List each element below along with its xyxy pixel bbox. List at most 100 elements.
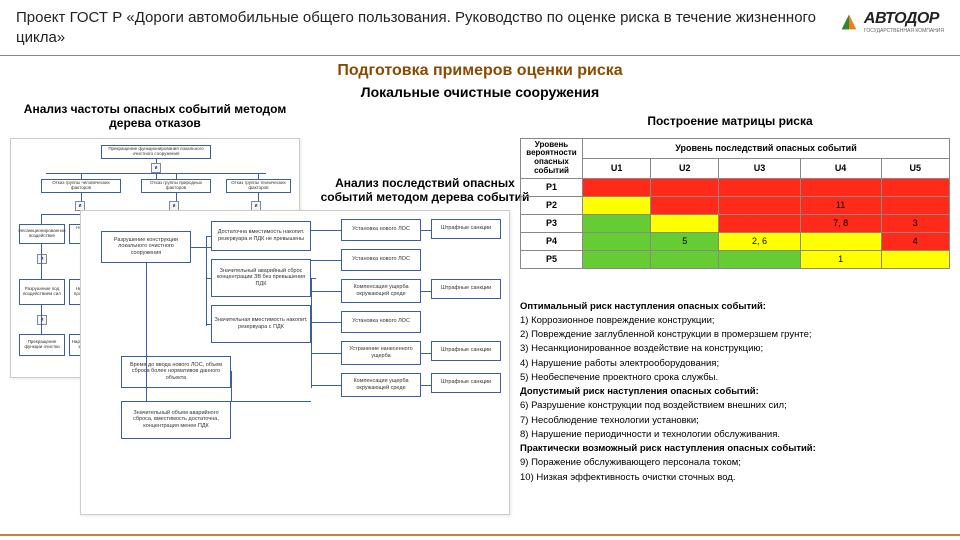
- et-node: Установка нового ЛОС: [341, 249, 421, 271]
- matrix-cell: [583, 250, 651, 268]
- et-node: Значительная вместимость накопит. резерв…: [211, 305, 311, 343]
- et-node: Значительный объем аварийного сброса, вм…: [121, 401, 231, 439]
- et-connector: [421, 353, 431, 354]
- risk-item: 6) Разрушение конструкции под воздействи…: [520, 399, 952, 413]
- ft-node: Отказ группы технических факторов: [226, 179, 291, 193]
- matrix-cell: [583, 232, 651, 250]
- ft-gate: и: [37, 315, 47, 325]
- ft-gate: и: [151, 163, 161, 173]
- et-node: Устранение нанесенного ущерба: [341, 341, 421, 365]
- et-node: Значительный аварийный сброс концентраци…: [211, 259, 311, 297]
- matrix-cell: [800, 178, 881, 196]
- et-connector: [311, 278, 312, 388]
- event-tree-title: Анализ последствий опасных событий метод…: [310, 176, 540, 205]
- risk-item: 7) Несоблюдение технологии установки;: [520, 414, 952, 428]
- et-node: Штрафные санкции: [431, 279, 501, 299]
- subsection-title: Локальные очистные сооружения: [0, 84, 960, 100]
- et-connector: [206, 236, 211, 237]
- et-connector: [231, 371, 232, 401]
- matrix-row-header: P5: [521, 250, 583, 268]
- et-connector: [421, 230, 431, 231]
- et-node: Штрафные санкции: [431, 219, 501, 239]
- risk-item: 5) Необеспечение проектного срока службы…: [520, 371, 952, 385]
- ft-connector: [176, 173, 177, 179]
- risk-heading-3: Практически возможный риск наступления о…: [520, 442, 952, 456]
- et-node: Компенсация ущерба окружающей среде: [341, 279, 421, 303]
- matrix-row-header: P1: [521, 178, 583, 196]
- ft-connector: [81, 193, 82, 201]
- ft-connector: [41, 214, 42, 224]
- fault-tree-title: Анализ частоты опасных событий методом д…: [20, 102, 290, 131]
- ft-connector: [46, 173, 266, 174]
- matrix-row-header: P4: [521, 232, 583, 250]
- matrix-cell: [583, 214, 651, 232]
- matrix-cell: [881, 196, 949, 214]
- matrix-cell: 5: [651, 232, 719, 250]
- et-connector: [206, 236, 207, 326]
- matrix-cell: [651, 178, 719, 196]
- logo-subtext: ГОСУДАРСТВЕННАЯ КОМПАНИЯ: [864, 28, 944, 34]
- et-node: Установка нового ЛОС: [341, 311, 421, 333]
- matrix-cell: [583, 196, 651, 214]
- et-connector: [311, 260, 341, 261]
- ft-node: Разрушение под воздействием сил: [19, 279, 65, 305]
- logo: АВТОДОР ГОСУДАРСТВЕННАЯ КОМПАНИЯ: [838, 8, 944, 34]
- risk-item: 2) Повреждение заглубленной конструкции …: [520, 328, 952, 342]
- matrix-cell: 2, 6: [719, 232, 800, 250]
- et-node: Штрафные санкции: [431, 373, 501, 393]
- et-connector: [311, 353, 341, 354]
- header: Проект ГОСТ Р «Дороги автомобильные обще…: [0, 0, 960, 56]
- matrix-col-header: U3: [719, 158, 800, 178]
- matrix-cell: [881, 250, 949, 268]
- risk-heading-2: Допустимый риск наступления опасных собы…: [520, 385, 952, 399]
- matrix-row-header: P2: [521, 196, 583, 214]
- risk-heading-1: Оптимальный риск наступления опасных соб…: [520, 300, 952, 314]
- matrix-col-header: U5: [881, 158, 949, 178]
- ft-node: Прекращение функционирования локального …: [101, 145, 211, 159]
- risk-item: 9) Поражение обслуживающего персонала то…: [520, 456, 952, 470]
- matrix-cell: [719, 196, 800, 214]
- footer-divider: [0, 534, 960, 536]
- ft-connector: [81, 173, 82, 179]
- ft-node: Отказ группы природных факторов: [141, 179, 211, 193]
- ft-connector: [41, 305, 42, 334]
- ft-node: Прекращение функции очистки: [19, 334, 65, 356]
- et-node: Компенсация ущерба окружающей среде: [341, 373, 421, 397]
- ft-node: Несанкционированное воздействие: [19, 224, 65, 244]
- risk-list: Оптимальный риск наступления опасных соб…: [520, 300, 952, 485]
- matrix-col-header: U2: [651, 158, 719, 178]
- matrix-cell: [881, 178, 949, 196]
- ft-gate: и: [37, 254, 47, 264]
- et-node: Установка нового ЛОС: [341, 219, 421, 241]
- et-connector: [311, 322, 341, 323]
- risk-item: 3) Несанкционированное воздействие на ко…: [520, 342, 952, 356]
- risk-item: 1) Коррозионное повреждение конструкции;: [520, 314, 952, 328]
- et-connector: [421, 291, 431, 292]
- ft-connector: [156, 159, 157, 163]
- matrix-cell: [719, 178, 800, 196]
- logo-text: АВТОДОР: [864, 10, 944, 28]
- matrix-title: Построение матрицы риска: [600, 114, 860, 128]
- et-connector: [231, 401, 311, 402]
- et-connector: [311, 291, 341, 292]
- section-title: Подготовка примеров оценки риска: [0, 62, 960, 80]
- et-connector: [146, 263, 147, 356]
- matrix-cell: [651, 214, 719, 232]
- et-connector: [311, 385, 341, 386]
- ft-connector: [41, 244, 42, 279]
- matrix-cell: [651, 250, 719, 268]
- matrix-row-header: P3: [521, 214, 583, 232]
- matrix-cell: 11: [800, 196, 881, 214]
- matrix-cell: [800, 232, 881, 250]
- matrix-cell: 3: [881, 214, 949, 232]
- et-connector: [146, 356, 147, 401]
- et-connector: [191, 247, 211, 248]
- ft-connector: [258, 173, 259, 179]
- logo-icon: [838, 11, 860, 33]
- matrix-cell: [651, 196, 719, 214]
- matrix-cell: 1: [800, 250, 881, 268]
- et-node: Время до ввода нового ЛОС, объем сброса …: [121, 356, 231, 388]
- risk-item: 4) Нарушение работы электрооборудования;: [520, 357, 952, 371]
- matrix-col-header: U4: [800, 158, 881, 178]
- ft-connector: [258, 193, 259, 201]
